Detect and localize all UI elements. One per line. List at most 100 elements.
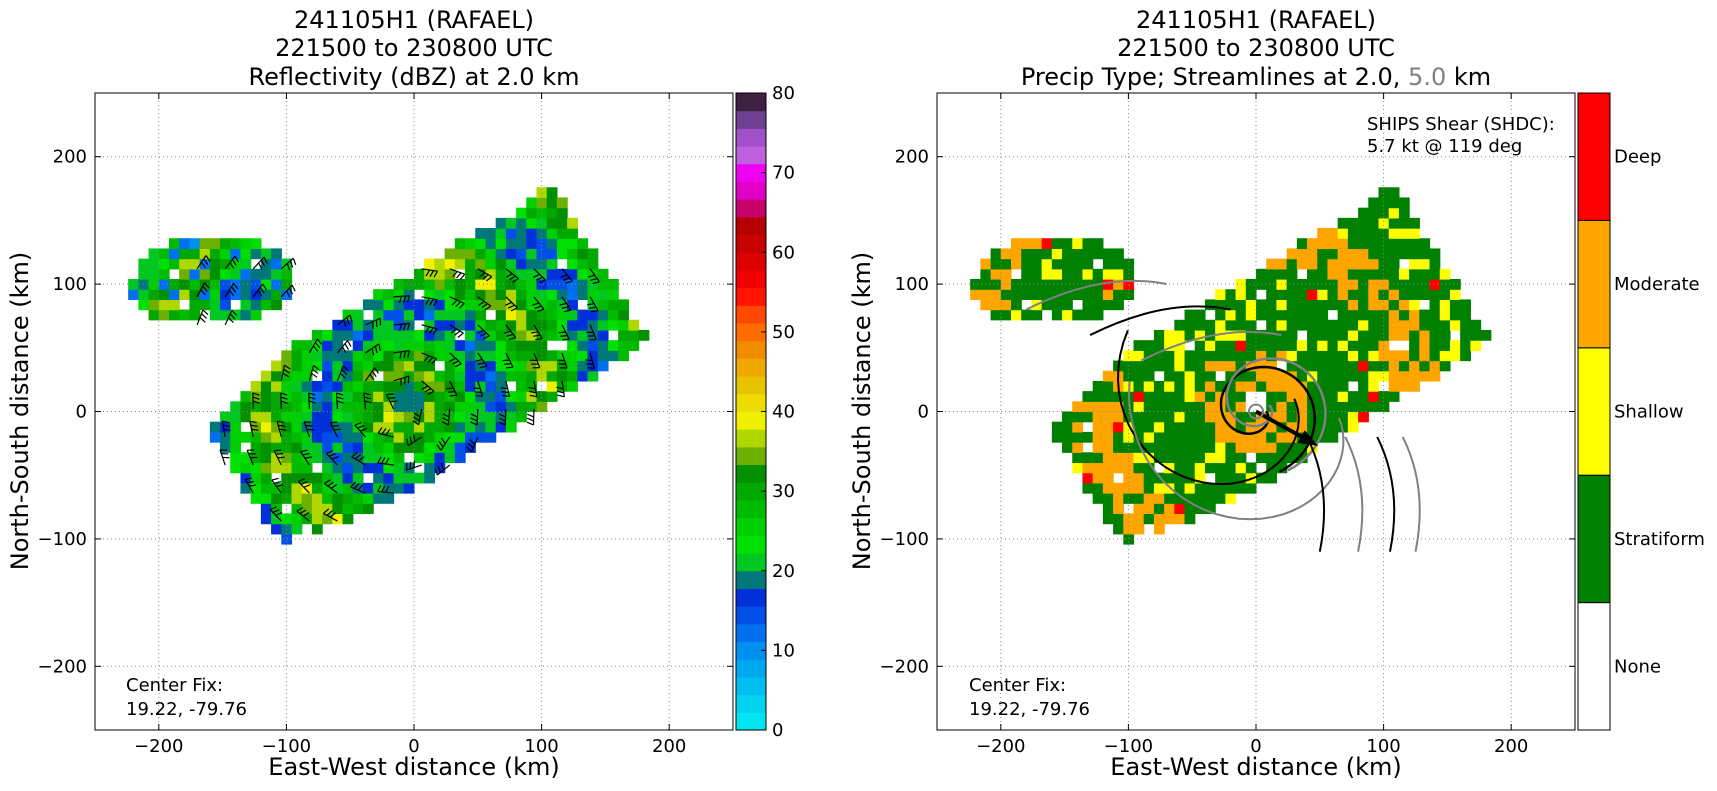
precip-cell <box>1123 483 1134 494</box>
precip-cell <box>1205 361 1216 372</box>
precip-cell <box>1113 289 1124 300</box>
precip-cell <box>1276 412 1287 423</box>
refl-cell <box>547 238 558 249</box>
precip-cell <box>1082 310 1093 321</box>
precip-cell <box>1450 279 1461 290</box>
precip-cell <box>1440 269 1451 280</box>
refl-cell <box>424 473 435 484</box>
refl-cell <box>577 310 588 321</box>
precip-cell <box>1052 422 1063 433</box>
precip-cell <box>1368 320 1379 331</box>
refl-cell <box>240 289 251 300</box>
precip-cell <box>1338 259 1349 270</box>
precip-cell <box>1358 269 1369 280</box>
refl-cell <box>169 279 180 290</box>
precip-cell <box>1317 310 1328 321</box>
precip-cell <box>1389 269 1400 280</box>
refl-cell <box>261 462 272 473</box>
refl-cell <box>281 493 292 504</box>
precip-cell <box>1031 269 1042 280</box>
refl-cell <box>496 310 507 321</box>
refl-cell <box>496 269 507 280</box>
refl-cell <box>639 330 650 341</box>
precip-cell <box>1164 452 1175 463</box>
precip-cell <box>1042 269 1053 280</box>
refl-cell <box>159 310 170 321</box>
precip-cell <box>1174 401 1185 412</box>
precip-cell <box>1266 340 1277 351</box>
precip-cell <box>1419 330 1430 341</box>
precip-cell <box>991 310 1002 321</box>
precip-cell <box>1205 340 1216 351</box>
precip-cell <box>1144 371 1155 382</box>
refl-cell <box>271 381 282 392</box>
precip-cell <box>1236 310 1247 321</box>
precip-cell <box>1144 483 1155 494</box>
precip-cell <box>1123 371 1134 382</box>
precip-cell <box>1399 371 1410 382</box>
precip-cell <box>1154 524 1165 535</box>
colorbar-bin <box>736 376 766 394</box>
refl-cell <box>475 228 486 239</box>
refl-cell <box>485 371 496 382</box>
refl-cell <box>394 289 405 300</box>
precip-cell <box>1072 432 1083 443</box>
precip-cell <box>1052 248 1063 259</box>
refl-cell <box>526 197 537 208</box>
refl-cell <box>394 412 405 423</box>
refl-cell <box>608 279 619 290</box>
refl-cell <box>445 340 456 351</box>
precip-cell <box>1195 412 1206 423</box>
precip-cell <box>1450 289 1461 300</box>
refl-cell <box>424 442 435 453</box>
refl-cell <box>536 197 547 208</box>
precip-cell <box>1358 350 1369 361</box>
precip-cell <box>1399 381 1410 392</box>
precip-cell <box>1297 248 1308 259</box>
precip-cell <box>1103 452 1114 463</box>
precip-cell <box>1389 330 1400 341</box>
precip-category-label: Deep <box>1614 147 1661 168</box>
colorbar-bin <box>736 146 766 164</box>
precip-cell <box>1430 289 1441 300</box>
refl-cell <box>536 218 547 229</box>
precip-cell <box>1246 299 1257 310</box>
refl-cell <box>455 432 466 443</box>
refl-cell <box>394 462 405 473</box>
refl-cell <box>179 238 190 249</box>
precip-cell <box>1225 442 1236 453</box>
precip-cell <box>1072 401 1083 412</box>
refl-cell <box>210 259 221 270</box>
precip-cell <box>1338 401 1349 412</box>
refl-cell <box>557 228 568 239</box>
precip-cell <box>1399 197 1410 208</box>
refl-cell <box>547 197 558 208</box>
refl-cell <box>271 442 282 453</box>
precip-cell <box>1276 259 1287 270</box>
precip-cell <box>1042 259 1053 270</box>
refl-cell <box>322 340 333 351</box>
precip-cell <box>1409 310 1420 321</box>
refl-cell <box>445 299 456 310</box>
refl-cell <box>373 330 384 341</box>
refl-cell <box>383 340 394 351</box>
precip-cell <box>1154 330 1165 341</box>
refl-cell <box>506 412 517 423</box>
refl-cell <box>526 320 537 331</box>
refl-cell <box>230 462 241 473</box>
refl-cell <box>445 248 456 259</box>
precip-cell <box>1348 228 1359 239</box>
precip-cell <box>1185 442 1196 453</box>
refl-cell <box>434 310 445 321</box>
refl-cell <box>343 493 354 504</box>
refl-cell <box>292 473 303 484</box>
refl-cell <box>302 401 313 412</box>
precip-cell <box>1062 432 1073 443</box>
precip-cell <box>1144 401 1155 412</box>
precip-cell <box>1082 462 1093 473</box>
refl-cell <box>536 350 547 361</box>
refl-cell <box>598 310 609 321</box>
refl-cell <box>394 422 405 433</box>
precip-cell <box>1348 412 1359 423</box>
refl-cell <box>149 279 160 290</box>
